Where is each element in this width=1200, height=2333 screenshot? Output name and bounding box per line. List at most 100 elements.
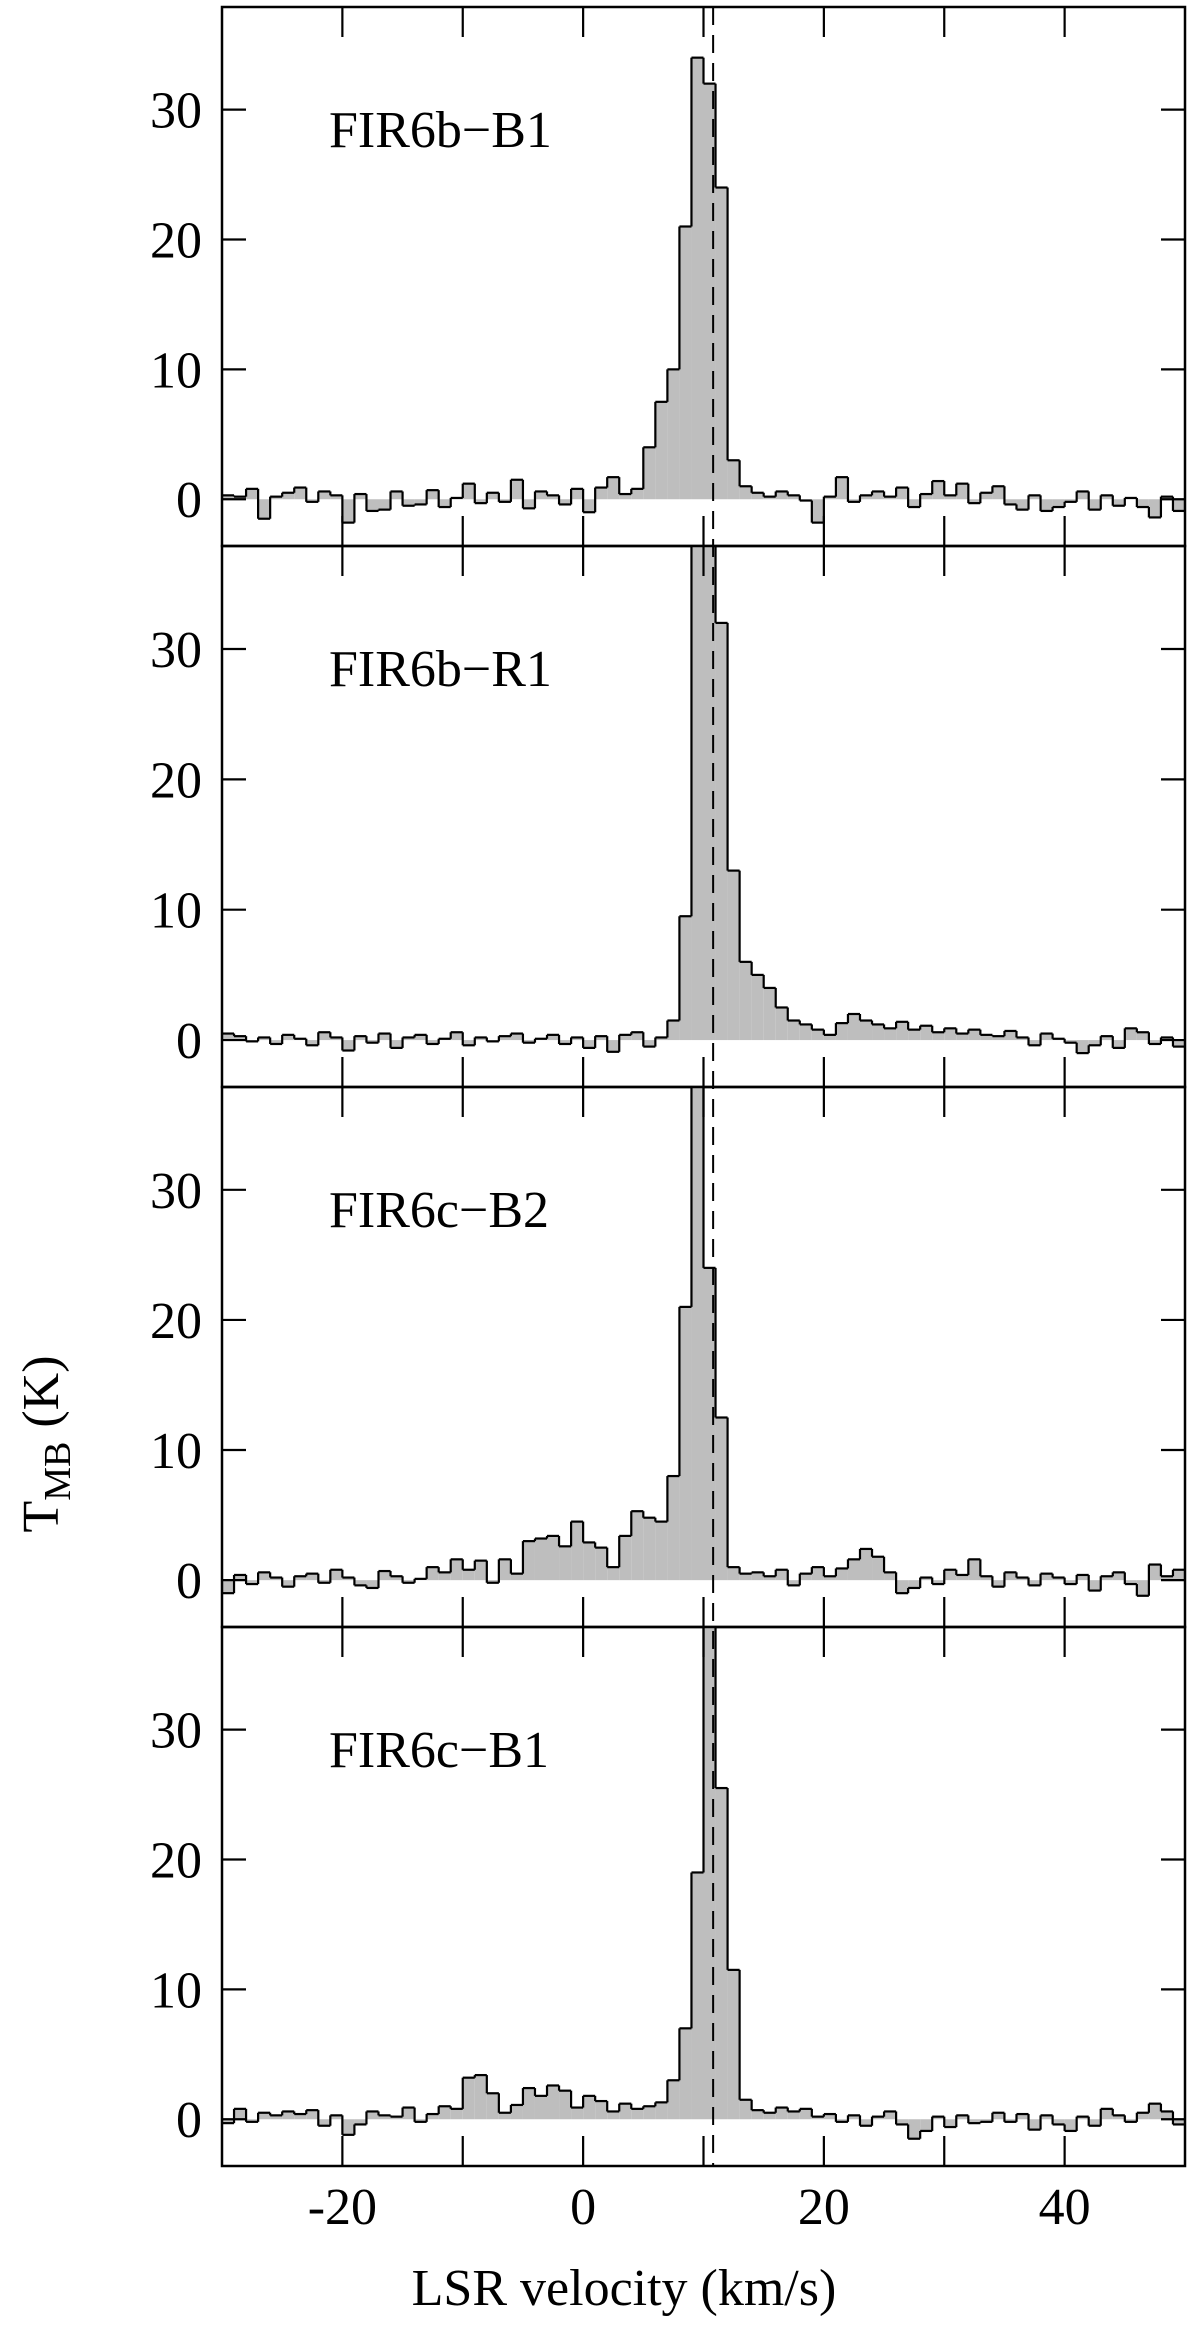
bar (739, 1573, 752, 1581)
bar (354, 1036, 367, 1041)
bar (402, 499, 415, 506)
bar (643, 447, 656, 500)
bar (462, 1040, 475, 1046)
bar (944, 1028, 957, 1041)
bar (462, 2077, 475, 2120)
bar (1100, 1036, 1113, 1041)
bar (1052, 499, 1065, 508)
bar (763, 2112, 776, 2120)
bar (534, 491, 548, 500)
bar (342, 499, 355, 523)
bar (763, 496, 776, 500)
bar (366, 499, 379, 511)
bar (426, 1040, 439, 1044)
bar (727, 1567, 740, 1581)
bar (1172, 1569, 1185, 1581)
bar (258, 1037, 271, 1041)
bar (510, 2104, 523, 2120)
bar (1064, 2119, 1077, 2131)
bar (968, 1559, 981, 1581)
y-tick-label: 20 (150, 752, 202, 809)
bar (498, 1559, 511, 1581)
bar (835, 1023, 848, 1041)
bar (583, 2095, 596, 2120)
bar (1172, 1040, 1185, 1047)
bar (1136, 2112, 1149, 2120)
bar (510, 1033, 523, 1041)
x-axis-label: LSR velocity (km/s) (412, 2260, 837, 2317)
bar (1028, 1040, 1041, 1046)
bar (980, 1034, 993, 1041)
bar (619, 1034, 632, 1041)
bar (1100, 495, 1113, 500)
bar (1136, 1032, 1149, 1041)
bar (1052, 2119, 1065, 2125)
bar (968, 1029, 981, 1041)
y-label-main: T (13, 1501, 70, 1533)
bar (222, 1033, 235, 1041)
bar (498, 1036, 511, 1041)
bar (896, 1580, 909, 1594)
bar (739, 2099, 752, 2120)
bar (932, 481, 945, 500)
bar (246, 1580, 259, 1585)
bar (872, 2116, 885, 2120)
bar (1040, 1033, 1053, 1041)
bar (908, 499, 921, 508)
bar (872, 1556, 885, 1581)
bar (1064, 1040, 1077, 1043)
bar (715, 1788, 728, 2120)
bar (1076, 491, 1089, 500)
bar (1016, 1037, 1029, 1041)
bar (932, 1580, 945, 1585)
bar (559, 1040, 572, 1044)
bar (607, 2111, 620, 2120)
bar (655, 1521, 668, 1581)
bar (1040, 2115, 1053, 2120)
bar (330, 1569, 343, 1581)
bar (751, 2110, 764, 2120)
bar (294, 2114, 307, 2120)
bar (378, 499, 391, 510)
bar (1064, 1580, 1077, 1585)
bar (763, 1576, 776, 1581)
x-tick-label: 20 (798, 2179, 850, 2236)
bar (655, 1037, 668, 1041)
bar (908, 1029, 921, 1041)
bar (510, 479, 523, 500)
bar (1040, 1573, 1053, 1581)
bar (847, 499, 860, 502)
y-tick-label: 30 (150, 622, 202, 679)
x-tick-label: -20 (308, 2179, 377, 2236)
y-tick-label: 30 (150, 83, 202, 140)
bar (547, 2085, 560, 2120)
bar (438, 1572, 451, 1581)
bar (498, 2112, 511, 2120)
bar (992, 486, 1005, 500)
bar (571, 1521, 584, 1581)
bar (1004, 1030, 1017, 1041)
bar (1016, 1577, 1029, 1581)
bar (631, 1511, 644, 1581)
bar (414, 1034, 427, 1041)
bar (932, 2116, 945, 2120)
bar (715, 1417, 728, 1581)
panel-label: FIR6b−R1 (329, 641, 552, 698)
bar (583, 1040, 596, 1048)
bar (234, 2108, 247, 2120)
bar (835, 2119, 848, 2122)
bar (691, 57, 704, 500)
bar (847, 1013, 860, 1041)
bar (234, 496, 247, 500)
bar (679, 226, 692, 500)
bar (354, 494, 367, 500)
bar (1016, 499, 1029, 510)
bar (342, 2119, 355, 2135)
bar (823, 496, 836, 500)
bar (1064, 499, 1077, 502)
y-tick-label: 30 (150, 1163, 202, 1220)
bar (402, 1580, 415, 1583)
bar (547, 495, 560, 500)
bar (908, 2119, 921, 2139)
bar (847, 2115, 860, 2120)
